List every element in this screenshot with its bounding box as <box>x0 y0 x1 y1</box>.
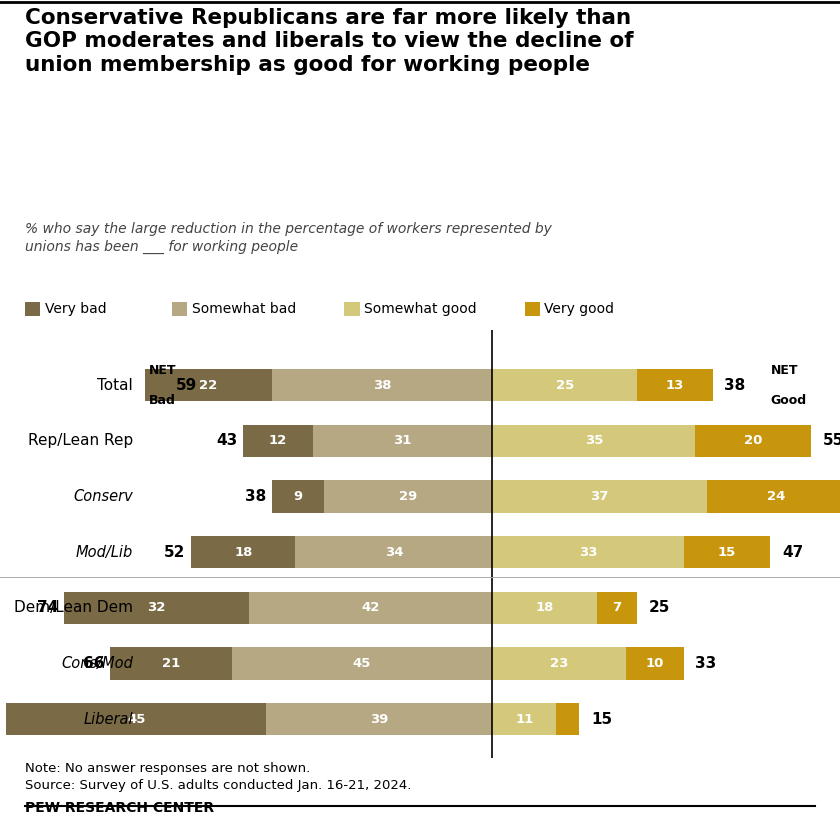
Text: Dem/Lean Dem: Dem/Lean Dem <box>14 601 134 616</box>
Bar <box>144 369 272 401</box>
Text: 12: 12 <box>269 434 287 447</box>
Text: % who say the large reduction in the percentage of workers represented by
unions: % who say the large reduction in the per… <box>25 222 552 254</box>
Text: 39: 39 <box>370 713 389 726</box>
Text: Rep/Lean Rep: Rep/Lean Rep <box>28 433 134 448</box>
Text: Conservative Republicans are far more likely than
GOP moderates and liberals to : Conservative Republicans are far more li… <box>25 8 634 75</box>
Bar <box>556 703 580 735</box>
Bar <box>492 369 638 401</box>
Bar <box>492 703 556 735</box>
Text: Somewhat bad: Somewhat bad <box>192 302 296 316</box>
Text: 42: 42 <box>361 602 380 615</box>
Text: 23: 23 <box>550 657 568 670</box>
Bar <box>110 648 232 680</box>
Bar <box>244 424 312 457</box>
Bar <box>64 592 249 624</box>
Bar <box>324 480 492 513</box>
Text: 43: 43 <box>216 433 238 448</box>
Text: 9: 9 <box>294 490 303 503</box>
Bar <box>272 480 324 513</box>
Bar <box>192 536 296 569</box>
Text: 38: 38 <box>724 377 745 393</box>
Text: 74: 74 <box>37 601 58 616</box>
Bar <box>638 369 712 401</box>
Text: Note: No answer responses are not shown.: Note: No answer responses are not shown. <box>25 762 311 775</box>
Text: 22: 22 <box>199 379 218 391</box>
Text: 38: 38 <box>245 489 266 504</box>
Text: NET: NET <box>770 364 798 377</box>
Bar <box>706 480 840 513</box>
Text: 20: 20 <box>744 434 762 447</box>
Text: 59: 59 <box>176 377 197 393</box>
Bar <box>492 592 596 624</box>
Text: 47: 47 <box>782 545 803 559</box>
Text: 25: 25 <box>648 601 670 616</box>
Text: 13: 13 <box>666 379 684 391</box>
Text: 29: 29 <box>399 490 417 503</box>
Text: Bad: Bad <box>149 394 176 406</box>
Bar <box>492 536 684 569</box>
Text: 25: 25 <box>556 379 574 391</box>
Text: 32: 32 <box>147 602 165 615</box>
Bar <box>6 703 266 735</box>
Bar <box>626 648 684 680</box>
Bar <box>696 424 811 457</box>
Text: 52: 52 <box>164 545 186 559</box>
Text: 21: 21 <box>162 657 180 670</box>
Bar <box>312 424 492 457</box>
Text: 34: 34 <box>385 545 403 559</box>
Text: 45: 45 <box>127 713 145 726</box>
Text: 38: 38 <box>373 379 391 391</box>
Bar <box>272 369 492 401</box>
Text: 55: 55 <box>822 433 840 448</box>
Text: 24: 24 <box>767 490 785 503</box>
Bar <box>492 480 706 513</box>
Text: Liberal: Liberal <box>84 712 134 727</box>
Bar <box>492 424 696 457</box>
Bar <box>232 648 492 680</box>
Bar <box>492 648 626 680</box>
Text: 7: 7 <box>612 602 622 615</box>
Bar <box>296 536 492 569</box>
Text: 37: 37 <box>591 490 609 503</box>
Text: 66: 66 <box>83 656 104 671</box>
Text: 15: 15 <box>718 545 736 559</box>
Text: Very bad: Very bad <box>45 302 106 316</box>
Text: 33: 33 <box>579 545 597 559</box>
Text: Very good: Very good <box>544 302 614 316</box>
Text: 11: 11 <box>515 713 533 726</box>
Text: 15: 15 <box>591 712 612 727</box>
Text: 10: 10 <box>645 657 664 670</box>
Text: Mod/Lib: Mod/Lib <box>76 545 134 559</box>
Text: Somewhat good: Somewhat good <box>364 302 476 316</box>
Text: 35: 35 <box>585 434 603 447</box>
Bar <box>249 592 492 624</box>
Text: NET: NET <box>149 364 176 377</box>
Text: 45: 45 <box>353 657 371 670</box>
Bar <box>596 592 638 624</box>
Text: 18: 18 <box>234 545 253 559</box>
Text: Total: Total <box>97 377 134 393</box>
Text: Source: Survey of U.S. adults conducted Jan. 16-21, 2024.: Source: Survey of U.S. adults conducted … <box>25 779 412 792</box>
Text: Good: Good <box>770 394 806 406</box>
Text: Cons/Mod: Cons/Mod <box>61 656 134 671</box>
Text: Conserv: Conserv <box>73 489 134 504</box>
Text: PEW RESEARCH CENTER: PEW RESEARCH CENTER <box>25 801 214 815</box>
Text: 33: 33 <box>696 656 717 671</box>
Bar <box>266 703 492 735</box>
Bar <box>684 536 770 569</box>
Text: 18: 18 <box>535 602 554 615</box>
Text: 31: 31 <box>393 434 412 447</box>
